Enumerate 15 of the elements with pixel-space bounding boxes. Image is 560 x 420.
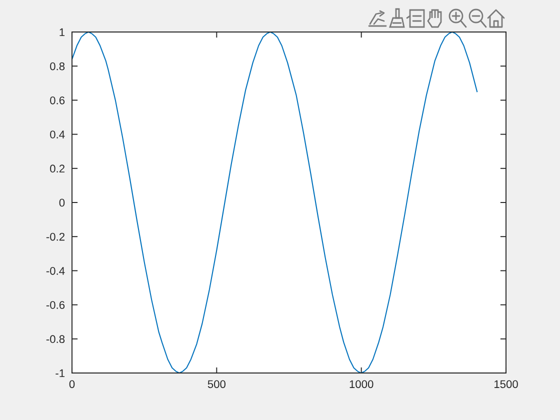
y-tick-label: 0.4 (50, 130, 65, 138)
x-tick-label: 0 (69, 380, 75, 388)
y-tick-label: 0.2 (50, 164, 64, 173)
y-tick-label: -0.2 (46, 232, 64, 241)
y-tick-label: -0.4 (46, 266, 65, 275)
y-tick-label: 1 (60, 28, 65, 36)
y-tick-label: -0.8 (46, 335, 65, 344)
x-tick-label: 1500 (494, 380, 518, 388)
y-tick-label: 0.8 (50, 62, 65, 70)
x-tick-label: 500 (208, 380, 226, 388)
y-tick-label: 0.6 (50, 96, 65, 104)
y-tick-label: -1 (56, 369, 65, 378)
x-tick-label: 1000 (350, 380, 374, 388)
y-tick-label: -0.6 (46, 301, 65, 309)
y-tick-label: 0 (59, 198, 65, 207)
